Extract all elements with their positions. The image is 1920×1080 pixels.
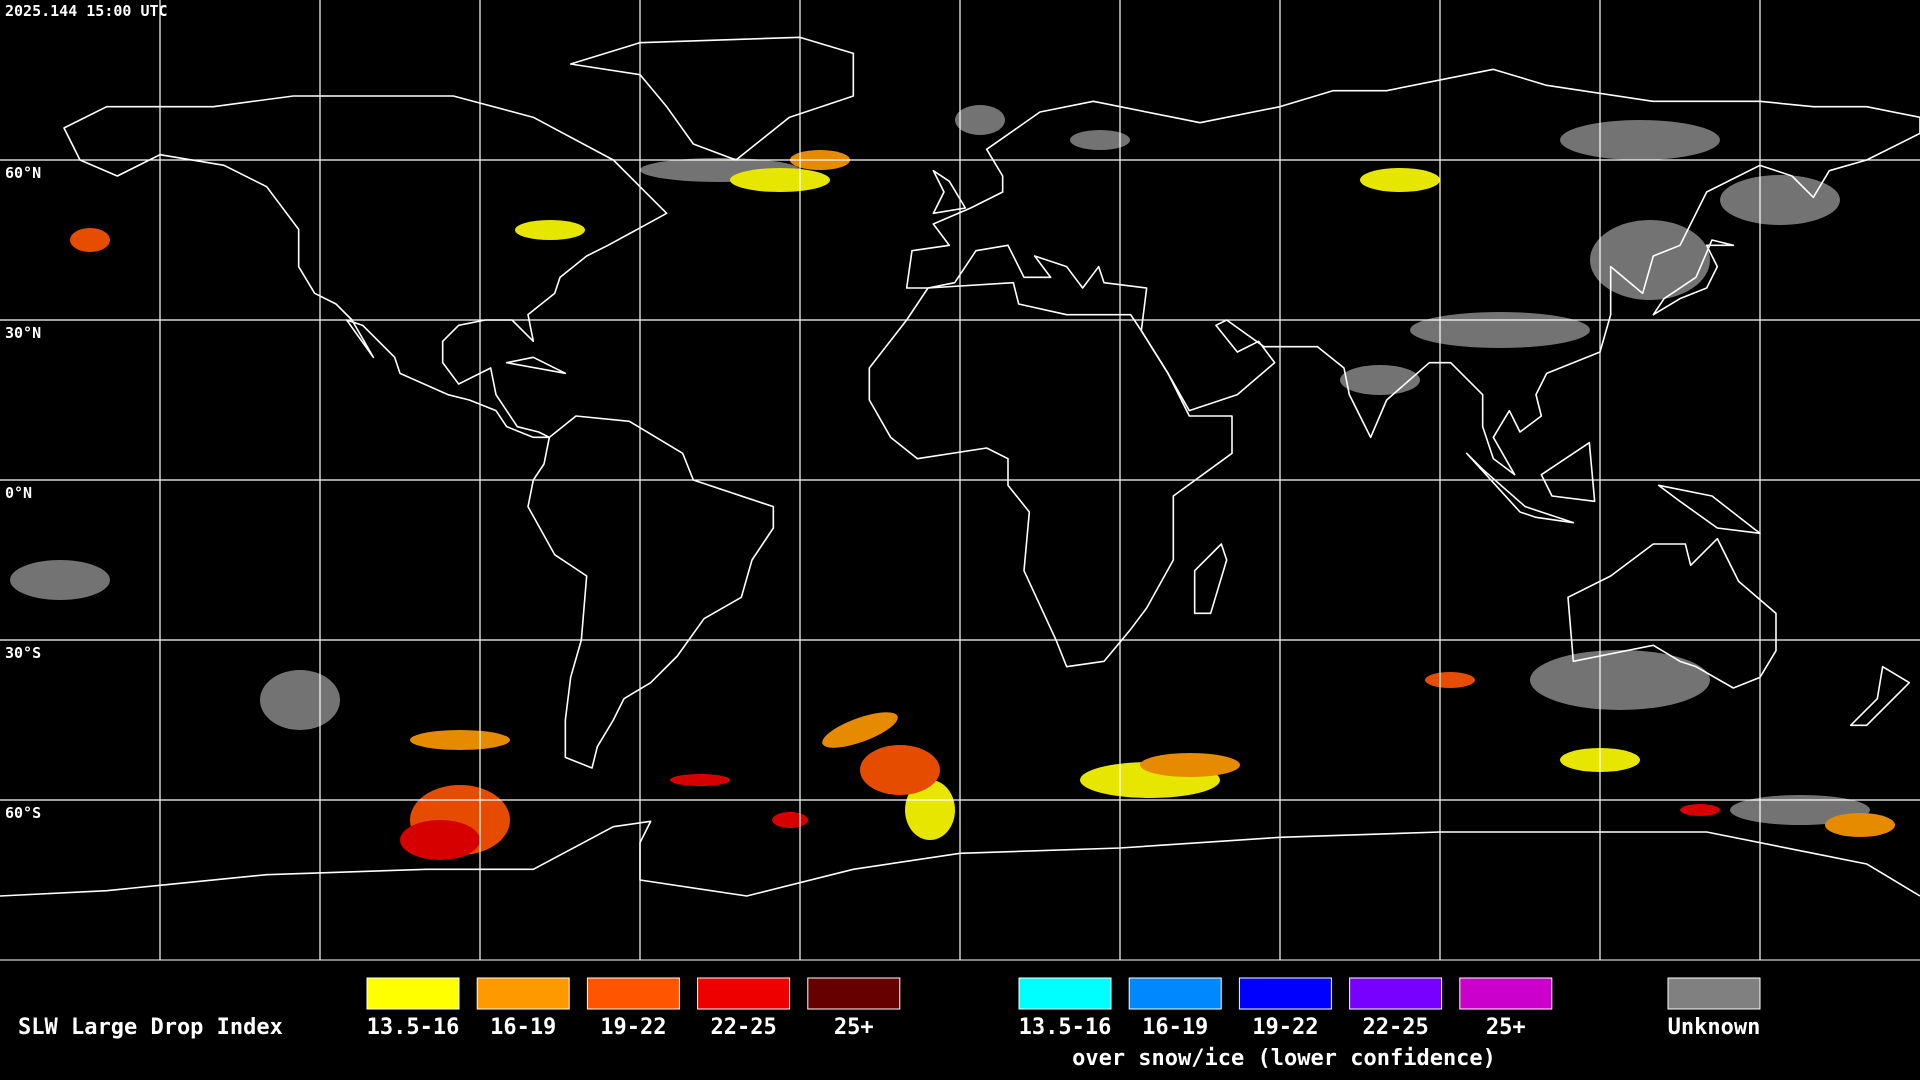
legend-label: 22-25 — [710, 1015, 776, 1040]
latitude-label: 60°S — [5, 804, 41, 822]
legend-swatch — [1667, 977, 1761, 1010]
legend-label: 25+ — [1486, 1015, 1526, 1040]
legend-swatch — [697, 977, 791, 1010]
legend-swatch — [476, 977, 570, 1010]
legend-swatch — [586, 977, 680, 1010]
legend-swatch — [1238, 977, 1332, 1010]
legend-swatch — [366, 977, 460, 1010]
legend-label: 16-19 — [1142, 1015, 1208, 1040]
legend-label: 13.5-16 — [1019, 1015, 1112, 1040]
legend-label: 25+ — [834, 1015, 874, 1040]
legend-label: 13.5-16 — [367, 1015, 460, 1040]
legend-swatch — [807, 977, 901, 1010]
timestamp: 2025.144 15:00 UTC — [5, 2, 168, 20]
legend-label: 19-22 — [1252, 1015, 1318, 1040]
legend-label: 19-22 — [600, 1015, 666, 1040]
legend-label: 22-25 — [1362, 1015, 1428, 1040]
legend-swatch — [1018, 977, 1112, 1010]
legend-swatch — [1459, 977, 1553, 1010]
legend-swatch — [1128, 977, 1222, 1010]
latitude-label: 30°N — [5, 324, 41, 342]
legend-swatch — [1349, 977, 1443, 1010]
cloud-patches — [10, 105, 1895, 860]
latitude-label: 0°N — [5, 484, 32, 502]
snow-ice-caption: over snow/ice (lower confidence) — [1072, 1046, 1496, 1071]
legend-label: Unknown — [1668, 1015, 1761, 1040]
legend: SLW Large Drop Index over snow/ice (lowe… — [0, 959, 1920, 1071]
map: 60°N 30°N 0°N 30°S 60°S 2025.144 15:00 UTC — [0, 0, 1920, 960]
latitude-label: 30°S — [5, 644, 41, 662]
legend-label: 16-19 — [490, 1015, 556, 1040]
graticule: 60°N 30°N 0°N 30°S 60°S — [0, 0, 1920, 960]
legend-title: SLW Large Drop Index — [18, 1015, 283, 1040]
latitude-label: 60°N — [5, 164, 41, 182]
